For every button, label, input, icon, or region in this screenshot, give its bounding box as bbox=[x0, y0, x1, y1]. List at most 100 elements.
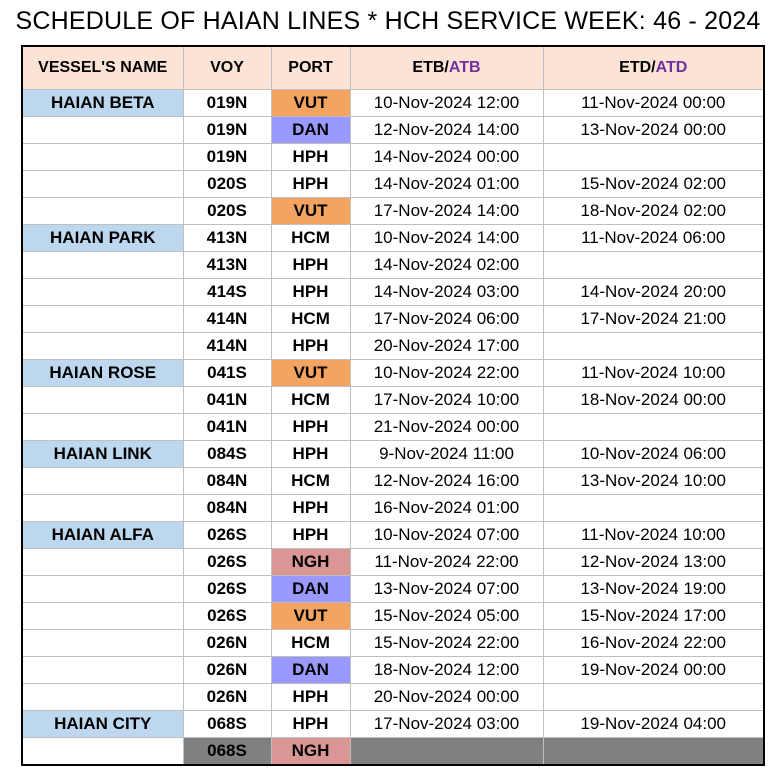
table-row: 026S DAN 13-Nov-2024 07:00 13-Nov-2024 19:0… bbox=[21, 575, 765, 603]
header-row: VESSEL'S NAME VOY PORT ETB/ATB ETD/ATD bbox=[21, 45, 765, 90]
port-cell: NGH bbox=[270, 548, 351, 576]
etb-cell: 9-Nov-2024 11:00 bbox=[349, 440, 544, 468]
vessel-name-cell bbox=[21, 143, 184, 171]
voy-cell: 020S bbox=[182, 170, 272, 198]
header-etd-label: ETD/ bbox=[619, 59, 656, 76]
etd-cell: 13-Nov-2024 19:00 bbox=[542, 575, 765, 603]
port-cell: HPH bbox=[270, 413, 351, 441]
header-etb-atb: ETB/ATB bbox=[349, 45, 544, 90]
etb-cell: 17-Nov-2024 03:00 bbox=[349, 710, 544, 738]
vessel-name-cell: HAIAN ROSE bbox=[21, 359, 184, 387]
etb-cell: 10-Nov-2024 14:00 bbox=[349, 224, 544, 252]
port-cell: HPH bbox=[270, 251, 351, 279]
port-cell: HPH bbox=[270, 440, 351, 468]
table-row: 019N HPH 14-Nov-2024 00:00 bbox=[21, 143, 765, 171]
vessel-name-cell bbox=[21, 386, 184, 414]
voy-cell: 414S bbox=[182, 278, 272, 306]
etb-cell: 10-Nov-2024 12:00 bbox=[349, 89, 544, 117]
port-cell: HPH bbox=[270, 683, 351, 711]
vessel-name-cell bbox=[21, 575, 184, 603]
vessel-name-cell: HAIAN PARK bbox=[21, 224, 184, 252]
port-cell: HPH bbox=[270, 710, 351, 738]
etd-cell bbox=[542, 332, 765, 360]
table-row: HAIAN ALFA 026S HPH 10-Nov-2024 07:00 11-Nov… bbox=[21, 521, 765, 549]
etd-cell: 18-Nov-2024 02:00 bbox=[542, 197, 765, 225]
port-cell: DAN bbox=[270, 116, 351, 144]
table-row: HAIAN LINK 084S HPH 9-Nov-2024 11:00 10-Nov-… bbox=[21, 440, 765, 468]
etb-cell: 14-Nov-2024 03:00 bbox=[349, 278, 544, 306]
table-row: 084N HPH 16-Nov-2024 01:00 bbox=[21, 494, 765, 522]
port-cell: VUT bbox=[270, 197, 351, 225]
vessel-name-cell: HAIAN ALFA bbox=[21, 521, 184, 549]
header-vessel-name: VESSEL'S NAME bbox=[21, 45, 184, 90]
vessel-name-cell: HAIAN BETA bbox=[21, 89, 184, 117]
table-row: 413N HPH 14-Nov-2024 02:00 bbox=[21, 251, 765, 279]
vessel-name-cell bbox=[21, 467, 184, 495]
table-row: HAIAN CITY 068S HPH 17-Nov-2024 03:00 19-Nov… bbox=[21, 710, 765, 738]
port-cell: HPH bbox=[270, 521, 351, 549]
etb-cell: 17-Nov-2024 10:00 bbox=[349, 386, 544, 414]
voy-cell: 068S bbox=[182, 737, 272, 766]
table-row: 414S HPH 14-Nov-2024 03:00 14-Nov-2024 20:0… bbox=[21, 278, 765, 306]
table-row: 020S VUT 17-Nov-2024 14:00 18-Nov-2024 02:0… bbox=[21, 197, 765, 225]
etd-cell bbox=[542, 737, 765, 766]
etb-cell: 10-Nov-2024 22:00 bbox=[349, 359, 544, 387]
table-row: 026N HPH 20-Nov-2024 00:00 bbox=[21, 683, 765, 711]
table-row: 414N HCM 17-Nov-2024 06:00 17-Nov-2024 21:0… bbox=[21, 305, 765, 333]
header-atd-label: ATD bbox=[655, 59, 688, 76]
port-cell: HCM bbox=[270, 629, 351, 657]
port-cell: DAN bbox=[270, 575, 351, 603]
voy-cell: 041N bbox=[182, 413, 272, 441]
etd-cell: 14-Nov-2024 20:00 bbox=[542, 278, 765, 306]
etd-cell: 15-Nov-2024 02:00 bbox=[542, 170, 765, 198]
etb-cell: 17-Nov-2024 06:00 bbox=[349, 305, 544, 333]
etd-cell: 11-Nov-2024 10:00 bbox=[542, 521, 765, 549]
voy-cell: 084S bbox=[182, 440, 272, 468]
etd-cell: 18-Nov-2024 00:00 bbox=[542, 386, 765, 414]
voy-cell: 019N bbox=[182, 116, 272, 144]
page-title: SCHEDULE OF HAIAN LINES * HCH SERVICE WE… bbox=[15, 7, 761, 35]
table-row: 084N HCM 12-Nov-2024 16:00 13-Nov-2024 10:0… bbox=[21, 467, 765, 495]
table-row: HAIAN ROSE 041S VUT 10-Nov-2024 22:00 11-Nov… bbox=[21, 359, 765, 387]
port-cell: HCM bbox=[270, 467, 351, 495]
voy-cell: 413N bbox=[182, 251, 272, 279]
etb-cell: 15-Nov-2024 05:00 bbox=[349, 602, 544, 630]
table-row: 068S NGH bbox=[21, 737, 765, 766]
voy-cell: 026S bbox=[182, 602, 272, 630]
etb-cell: 14-Nov-2024 00:00 bbox=[349, 143, 544, 171]
vessel-name-cell bbox=[21, 332, 184, 360]
voy-cell: 041N bbox=[182, 386, 272, 414]
etb-cell: 13-Nov-2024 07:00 bbox=[349, 575, 544, 603]
table-body: HAIAN BETA 019N VUT 10-Nov-2024 12:00 11-Nov… bbox=[21, 89, 765, 766]
header-voy: VOY bbox=[182, 45, 272, 90]
etb-cell: 14-Nov-2024 01:00 bbox=[349, 170, 544, 198]
voy-cell: 026S bbox=[182, 521, 272, 549]
etd-cell bbox=[542, 683, 765, 711]
etb-cell: 21-Nov-2024 00:00 bbox=[349, 413, 544, 441]
table-row: 041N HPH 21-Nov-2024 00:00 bbox=[21, 413, 765, 441]
voy-cell: 026N bbox=[182, 683, 272, 711]
voy-cell: 068S bbox=[182, 710, 272, 738]
table-row: 414N HPH 20-Nov-2024 17:00 bbox=[21, 332, 765, 360]
etb-cell: 12-Nov-2024 14:00 bbox=[349, 116, 544, 144]
etd-cell: 19-Nov-2024 04:00 bbox=[542, 710, 765, 738]
table-row: 026S NGH 11-Nov-2024 22:00 12-Nov-2024 13:0… bbox=[21, 548, 765, 576]
voy-cell: 026S bbox=[182, 548, 272, 576]
etd-cell: 11-Nov-2024 00:00 bbox=[542, 89, 765, 117]
port-cell: VUT bbox=[270, 359, 351, 387]
voy-cell: 020S bbox=[182, 197, 272, 225]
etd-cell: 16-Nov-2024 22:00 bbox=[542, 629, 765, 657]
header-port: PORT bbox=[270, 45, 351, 90]
table-header: VESSEL'S NAME VOY PORT ETB/ATB ETD/ATD bbox=[21, 45, 765, 90]
port-cell: HPH bbox=[270, 332, 351, 360]
vessel-name-cell bbox=[21, 737, 184, 766]
etd-cell: 17-Nov-2024 21:00 bbox=[542, 305, 765, 333]
vessel-name-cell bbox=[21, 251, 184, 279]
etd-cell: 11-Nov-2024 06:00 bbox=[542, 224, 765, 252]
header-etb-label: ETB/ bbox=[412, 59, 449, 76]
vessel-name-cell bbox=[21, 629, 184, 657]
etd-cell: 13-Nov-2024 10:00 bbox=[542, 467, 765, 495]
port-cell: VUT bbox=[270, 602, 351, 630]
etb-cell: 18-Nov-2024 12:00 bbox=[349, 656, 544, 684]
port-cell: NGH bbox=[270, 737, 351, 766]
